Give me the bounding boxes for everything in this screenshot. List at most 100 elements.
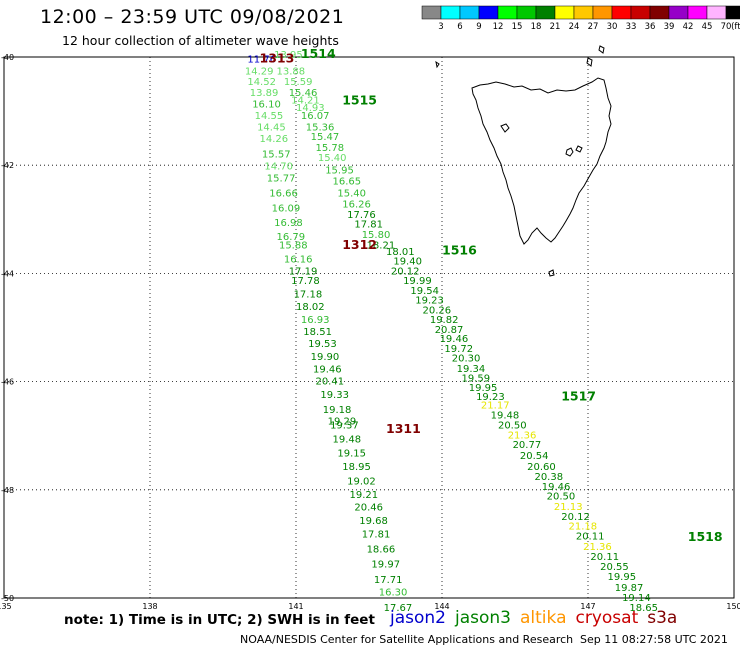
wave-height-value: 14.29 [245,66,274,77]
wave-height-value: 16.30 [379,587,408,598]
longitude-label: 138 [142,602,157,611]
wave-height-value: 15.47 [311,132,340,143]
colorbar-swatch [611,5,632,20]
colorbar-swatch [421,5,442,20]
wave-height-value: 16.93 [301,315,330,326]
legend-s3a: s3a [647,608,678,628]
wave-height-value: 18.65 [629,603,658,614]
wave-height-value: 16.26 [342,199,371,210]
colorbar-tick-label: 36 [645,22,656,32]
credit-line: NOAA/NESDIS Center for Satellite Applica… [240,633,574,646]
wave-height-value: 16.98 [274,218,303,229]
wave-height-value: 14.45 [257,123,286,134]
wave-height-value: 20.30 [452,354,481,365]
wave-height-value: 19.23 [415,296,444,307]
colorbar-swatch [516,5,537,20]
track-id-label: 1515 [342,93,377,108]
track-id-label: 1517 [561,389,596,404]
wave-height-value: 14.70 [264,162,293,173]
wave-height-value: 15.88 [279,241,308,252]
colorbar-tick-label: 30 [607,22,618,32]
wave-height-value: 19.82 [430,315,459,326]
colorbar-swatch [630,5,651,20]
wave-height-value: 20.12 [561,512,590,523]
wave-height-value: 17.76 [347,210,376,221]
wave-height-value: 18.66 [367,545,396,556]
wave-height-value: 21.36 [508,430,537,441]
latitude-label: -40 [1,53,14,62]
wave-height-value: 15.95 [325,165,354,176]
wave-height-value: 16.09 [272,204,301,215]
wave-height-value: 15.78 [315,143,344,154]
wave-height-value: 19.46 [542,482,571,493]
wave-height-value: 19.87 [615,583,644,594]
wave-height-value: 19.95 [607,572,636,583]
wave-height-value: 16.10 [252,99,281,110]
colorbar-swatch [668,5,689,20]
wave-height-value: 19.59 [461,374,490,385]
colorbar-tick-label: 70 [721,22,732,32]
wave-height-value: 19.21 [350,490,379,501]
track-id-label: 1518 [688,529,723,544]
wave-height-value: 11.76 [247,54,276,65]
wave-height-value: 21.36 [583,542,612,553]
wave-height-value: 13.95 [274,50,303,61]
wave-height-value: 19.48 [491,410,520,421]
track-id-label: 1514 [301,46,336,61]
latitude-label: -44 [1,269,14,278]
wave-height-value: 15.80 [362,230,391,241]
wave-height-value: 15.46 [289,88,318,99]
latitude-label: -50 [1,594,14,603]
wave-height-value: 17.19 [289,266,318,277]
legend-jason2: jason2 [390,608,446,628]
longitude-label: 150 [726,602,740,611]
wave-height-value: 19.33 [320,390,349,401]
colorbar-swatch [687,5,708,20]
wave-height-value: 19.29 [328,416,357,427]
wave-height-value: 20.38 [534,472,563,483]
wave-height-value: 20.77 [513,440,542,451]
track-id-label: 1312 [342,237,377,252]
map-title: 12:00 – 23:59 UTC 09/08/2021 [40,6,345,28]
longitude-label: 147 [580,602,595,611]
wave-height-value: 16.16 [284,255,313,266]
wave-height-value: 19.14 [622,593,651,604]
wave-height-value: 20.11 [590,552,619,563]
wave-height-value: 19.72 [444,344,473,355]
wave-height-value: 14.21 [291,96,320,107]
wave-height-value: 16.65 [333,177,362,188]
wave-height-value: 14.93 [296,103,325,114]
wave-height-value: 15.40 [337,189,366,200]
wave-height-value: 19.23 [476,392,505,403]
latitude-label: -48 [1,486,14,495]
colorbar-swatch [554,5,575,20]
wave-height-value: 20.55 [600,562,629,573]
colorbar-swatch [459,5,480,20]
wave-height-value: 19.99 [403,276,432,287]
wave-height-value: 14.55 [255,111,284,122]
colorbar-tick-label: 27 [588,22,599,32]
wave-height-value: 14.26 [260,134,289,145]
wave-height-value: 20.11 [576,532,605,543]
wave-height-value: 13.89 [250,88,279,99]
wave-height-value: 14.52 [247,77,276,88]
colorbar-tick-label: 24 [569,22,580,32]
colorbar-tick-label: (ft) [731,22,740,32]
wave-height-value: 19.40 [393,257,422,268]
wave-height-value: 17.78 [291,276,320,287]
colorbar-swatch [440,5,461,20]
wave-height-value: 21.18 [569,521,598,532]
track-id-label: 1311 [386,421,421,436]
colorbar-tick-label: 3 [438,22,443,32]
colorbar-tick-label: 42 [683,22,694,32]
wave-height-value: 15.40 [318,153,347,164]
wave-height-value: 15.36 [306,123,335,134]
graticule: -40 -42 -44 -46 -48 -50135 138 141 144 147 150 [0,53,740,611]
legend-cryosat: cryosat [575,608,639,628]
colorbar-swatch [592,5,613,20]
wave-height-value: 19.95 [469,383,498,394]
wave-height-value: 20.50 [547,492,576,503]
wave-height-value: 13.88 [277,66,306,77]
wave-height-value: 17.67 [384,603,413,614]
